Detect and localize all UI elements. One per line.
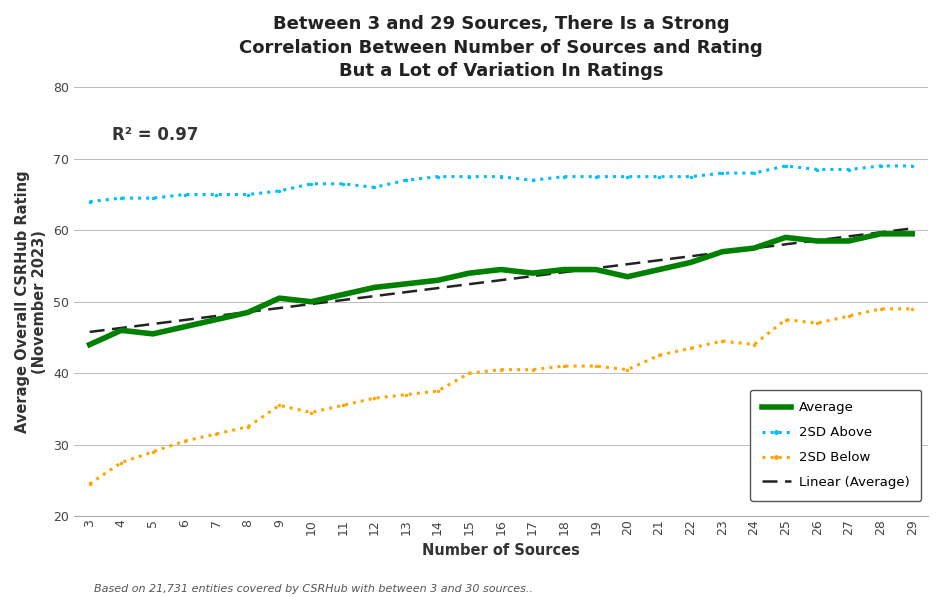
Title: Between 3 and 29 Sources, There Is a Strong
Correlation Between Number of Source: Between 3 and 29 Sources, There Is a Str… — [239, 15, 763, 80]
Legend: Average, 2SD Above, 2SD Below, Linear (Average): Average, 2SD Above, 2SD Below, Linear (A… — [750, 390, 921, 501]
Text: R² = 0.97: R² = 0.97 — [112, 126, 199, 144]
Y-axis label: Average Overall CSRHub Rating
(November 2023): Average Overall CSRHub Rating (November … — [15, 170, 47, 433]
Text: Based on 21,731 entities covered by CSRHub with between 3 and 30 sources..: Based on 21,731 entities covered by CSRH… — [94, 584, 533, 594]
X-axis label: Number of Sources: Number of Sources — [422, 543, 580, 558]
